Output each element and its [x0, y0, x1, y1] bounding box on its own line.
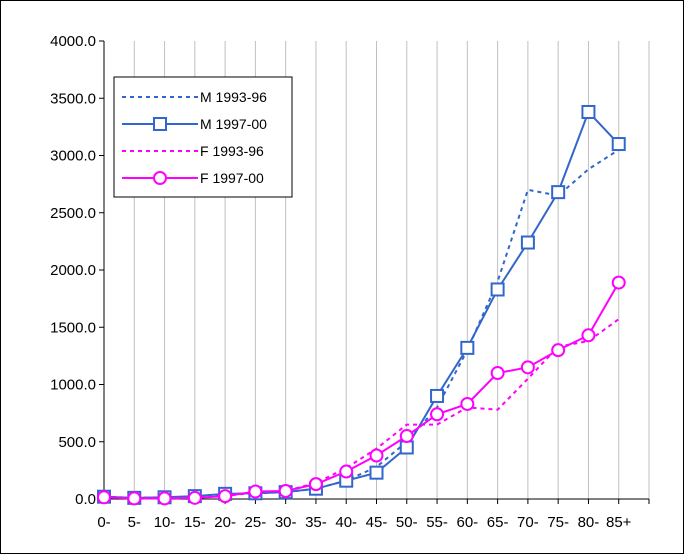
data-point-circle [97, 490, 111, 505]
x-tick-label: 45- [366, 514, 388, 531]
x-tick-label: 80- [578, 514, 600, 531]
data-point-circle [551, 343, 566, 358]
data-point-square [611, 137, 626, 152]
axes: 0.0 500.0 1000.0 1500.0 2000.0 2500.0 3000.0 35… [50, 33, 650, 531]
legend: M 1993-96 M 1997-00 F 1993-96 F 1997-00 [113, 76, 293, 198]
data-point-circle [187, 490, 202, 505]
series-line [103, 282, 620, 500]
x-tick-label: 55- [426, 514, 448, 531]
data-point-circle [399, 429, 414, 444]
x-tick-label: 10- [154, 514, 176, 531]
x-tick-label: 5- [128, 514, 141, 531]
legend-entry: F 1997-00 [122, 170, 264, 186]
y-tick-label: 3500.0 [50, 90, 96, 107]
y-tick-label: 2500.0 [50, 205, 96, 222]
legend-entry: F 1993-96 [122, 143, 264, 159]
x-tick-label: 40- [335, 514, 357, 531]
data-point-circle [308, 477, 323, 492]
data-point-circle [278, 483, 293, 498]
legend-entry: M 1993-96 [122, 89, 267, 105]
y-tick-label: 1000.0 [50, 377, 96, 394]
data-point-circle [157, 491, 172, 506]
x-tick-label: 85+ [606, 514, 632, 531]
legend-label: M 1997-00 [200, 116, 267, 132]
data-point-circle [127, 491, 142, 506]
x-tick-label: 20- [214, 514, 236, 531]
data-point-square [399, 440, 414, 455]
data-point-circle [611, 275, 626, 290]
y-tick-label: 0.0 [75, 491, 96, 508]
y-tick-label: 2000.0 [50, 262, 96, 279]
data-point-square [490, 282, 505, 297]
series-4 [97, 275, 626, 506]
x-tick-label: 30- [275, 514, 297, 531]
data-point-square [153, 117, 167, 131]
series-lines [97, 104, 626, 506]
data-point-circle [369, 448, 384, 463]
x-tick-label: 15- [184, 514, 206, 531]
data-point-circle [218, 489, 233, 504]
y-tick-label: 500.0 [58, 434, 96, 451]
data-point-circle [248, 484, 263, 499]
data-point-square [369, 465, 384, 480]
data-point-square [430, 388, 445, 403]
legend-label: F 1993-96 [200, 143, 264, 159]
data-point-circle [490, 366, 505, 381]
x-tick-label: 0- [97, 514, 110, 531]
series-line [103, 148, 620, 499]
data-point-square [581, 104, 596, 119]
data-point-circle [430, 407, 445, 422]
x-tick-label: 50- [396, 514, 418, 531]
y-tick-label: 3000.0 [50, 148, 96, 165]
y-tick-label: 1500.0 [50, 319, 96, 336]
data-point-circle [339, 464, 354, 479]
x-tick-label: 65- [487, 514, 509, 531]
series-3 [103, 318, 620, 500]
series-line [103, 318, 620, 500]
x-tick-label: 60- [456, 514, 478, 531]
data-point-square [520, 235, 535, 250]
legend-label: F 1997-00 [200, 170, 264, 186]
data-point-circle [520, 360, 535, 375]
data-point-circle [581, 328, 596, 343]
data-point-circle [460, 396, 475, 411]
x-tick-label: 75- [547, 514, 569, 531]
legend-label: M 1993-96 [200, 89, 267, 105]
data-point-square [551, 185, 566, 200]
legend-entry: M 1997-00 [122, 116, 267, 132]
x-tick-label: 35- [305, 514, 327, 531]
x-tick-label: 70- [517, 514, 539, 531]
data-point-square [460, 340, 475, 355]
series-1 [103, 148, 620, 499]
y-tick-label: 4000.0 [50, 33, 96, 50]
data-point-circle [153, 171, 167, 185]
x-tick-label: 25- [245, 514, 267, 531]
